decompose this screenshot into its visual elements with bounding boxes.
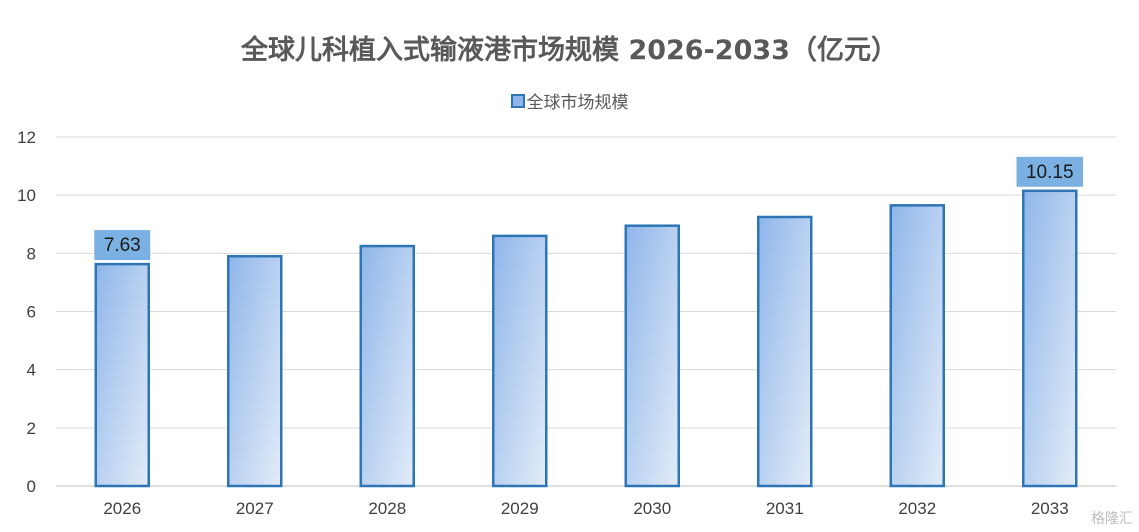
gridlines (56, 136, 1116, 487)
x-tick-label: 2026 (103, 499, 141, 518)
chart-legend: 全球市场规模 (0, 88, 1139, 113)
legend-label: 全球市场规模 (526, 93, 629, 113)
y-tick-label: 6 (27, 303, 36, 322)
y-tick-label: 8 (27, 244, 36, 263)
data-labels: 7.63 10.15 (94, 156, 1083, 261)
bar-2030 (624, 224, 680, 488)
bar-2026 (94, 262, 150, 488)
y-tick-label: 4 (27, 361, 36, 380)
bars (94, 189, 1078, 488)
data-label: 7.63 (104, 235, 141, 256)
bar-2028 (359, 244, 415, 488)
x-tick-label: 2027 (236, 499, 274, 518)
y-tick-label: 12 (17, 128, 36, 147)
x-axis: 2026 2027 2028 2029 2030 2031 2032 2033 (103, 499, 1068, 518)
y-tick-label: 0 (27, 477, 36, 496)
y-tick-label: 10 (17, 186, 36, 205)
data-label-box (1016, 156, 1083, 187)
bar-2031 (757, 215, 813, 488)
y-axis: 0 2 4 6 8 10 12 (17, 128, 36, 496)
legend-swatch (510, 94, 525, 108)
chart-title: 全球儿科植入式输液港市场规模 2026-2033（亿元） (241, 35, 898, 66)
x-tick-label: 2032 (898, 499, 936, 518)
x-tick-label: 2029 (501, 499, 539, 518)
bar-2027 (227, 254, 283, 488)
x-tick-label: 2031 (766, 499, 804, 518)
data-label-box (94, 230, 151, 261)
x-tick-label: 2030 (633, 499, 671, 518)
watermark: 格隆汇 (1091, 511, 1133, 527)
bar-2032 (889, 204, 945, 488)
data-label: 10.15 (1026, 162, 1074, 183)
x-tick-label: 2033 (1031, 499, 1069, 518)
y-tick-label: 2 (27, 419, 36, 438)
bar-2033 (1022, 189, 1078, 488)
x-tick-label: 2028 (368, 499, 406, 518)
bar-2029 (492, 234, 548, 488)
